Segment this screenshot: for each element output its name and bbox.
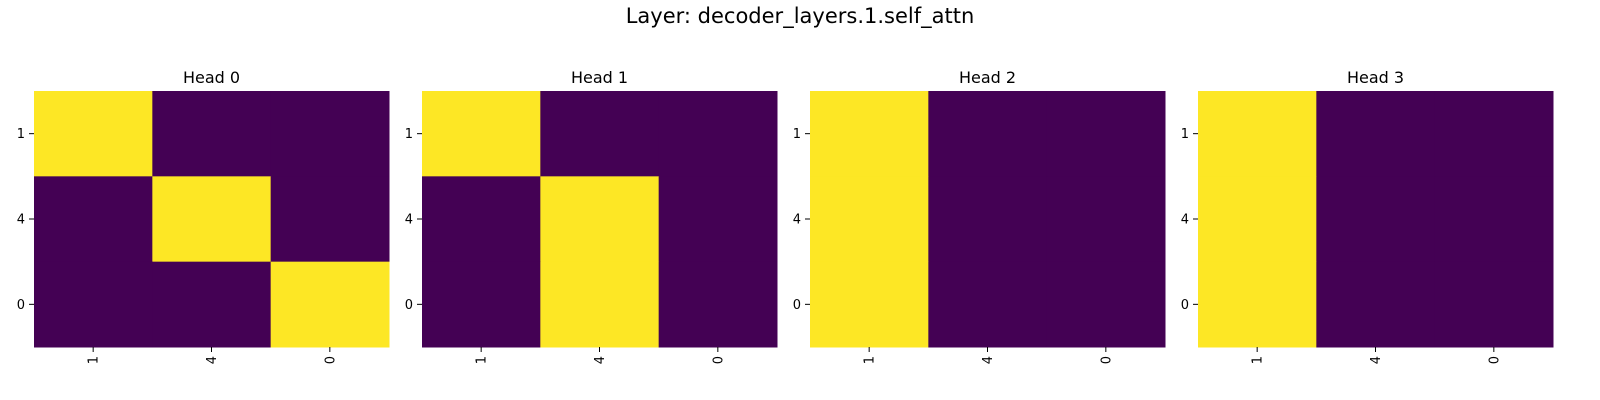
heatmap-cell: [1046, 176, 1166, 263]
heatmap-cell: [928, 261, 1048, 348]
panel-title: Head 3: [1347, 68, 1404, 87]
heatmap-cell: [1316, 91, 1436, 177]
panel-title: Head 0: [183, 68, 240, 87]
heatmap-cell: [1198, 91, 1317, 177]
heatmap-panel-3: Head 3 1 4 0 1 4 0: [1181, 68, 1554, 364]
x-tick-label: 1: [863, 356, 878, 364]
y-tick-label: 4: [17, 213, 25, 228]
heatmap-cell: [422, 261, 541, 348]
heatmap-cell: [270, 176, 390, 263]
y-tick-label: 0: [1181, 298, 1189, 313]
figure-title: Layer: decoder_layers.1.self_attn: [625, 4, 975, 28]
heatmap-cell: [1434, 261, 1554, 348]
heatmap-cell: [1046, 261, 1166, 348]
heatmap-cell: [540, 176, 660, 263]
x-tick-label: 0: [711, 356, 726, 364]
heatmap-cell: [34, 91, 153, 177]
heatmap-cell: [270, 261, 390, 348]
heatmap-cell: [1046, 91, 1166, 177]
y-tick-label: 1: [793, 127, 801, 142]
heatmap-cell: [152, 91, 272, 177]
heatmap-cell: [658, 176, 778, 263]
x-tick-label: 4: [1369, 356, 1384, 364]
heatmap-cell: [810, 176, 929, 263]
heatmap-cell: [928, 176, 1048, 263]
heatmap-cell: [810, 91, 929, 177]
x-tick-label: 4: [593, 356, 608, 364]
heatmap-cell: [152, 176, 272, 263]
heatmap-cell: [658, 91, 778, 177]
x-tick-label: 4: [205, 356, 220, 364]
y-tick-label: 4: [405, 213, 413, 228]
heatmap-cell: [152, 261, 272, 348]
heatmap-cell: [34, 261, 153, 348]
heatmap-cell: [1434, 176, 1554, 263]
x-tick-label: 0: [323, 356, 338, 364]
y-tick-label: 4: [793, 213, 801, 228]
x-tick-label: 0: [1487, 356, 1502, 364]
heatmap-cell: [34, 176, 153, 263]
y-tick-label: 1: [405, 127, 413, 142]
heatmap-cell: [422, 176, 541, 263]
heatmap-cell: [1316, 261, 1436, 348]
y-tick-label: 1: [17, 127, 25, 142]
y-tick-label: 4: [1181, 213, 1189, 228]
y-tick-label: 0: [793, 298, 801, 313]
y-tick-label: 1: [1181, 127, 1189, 142]
heatmap-cell: [422, 91, 541, 177]
x-tick-label: 4: [981, 356, 996, 364]
panel-title: Head 1: [571, 68, 628, 87]
heatmap-cell: [540, 261, 660, 348]
heatmap-cell: [810, 261, 929, 348]
heatmap-panel-1: Head 1 1 4 0 1 4 0: [405, 68, 778, 364]
panel-title: Head 2: [959, 68, 1016, 87]
heatmap-panel-0: Head 0 1 4 0 1 4 0: [17, 68, 390, 364]
y-tick-label: 0: [17, 298, 25, 313]
heatmap-cell: [928, 91, 1048, 177]
heatmap-cell: [658, 261, 778, 348]
heatmap-cell: [1198, 261, 1317, 348]
x-tick-label: 0: [1099, 356, 1114, 364]
x-tick-label: 1: [87, 356, 102, 364]
x-tick-label: 1: [1251, 356, 1266, 364]
heatmap-cell: [1434, 91, 1554, 177]
heatmap-cell: [540, 91, 660, 177]
heatmap-panel-2: Head 2 1 4 0 1 4 0: [793, 68, 1166, 364]
x-tick-label: 1: [475, 356, 490, 364]
heatmap-cell: [270, 91, 390, 177]
y-tick-label: 0: [405, 298, 413, 313]
heatmap-cell: [1198, 176, 1317, 263]
heatmap-cell: [1316, 176, 1436, 263]
